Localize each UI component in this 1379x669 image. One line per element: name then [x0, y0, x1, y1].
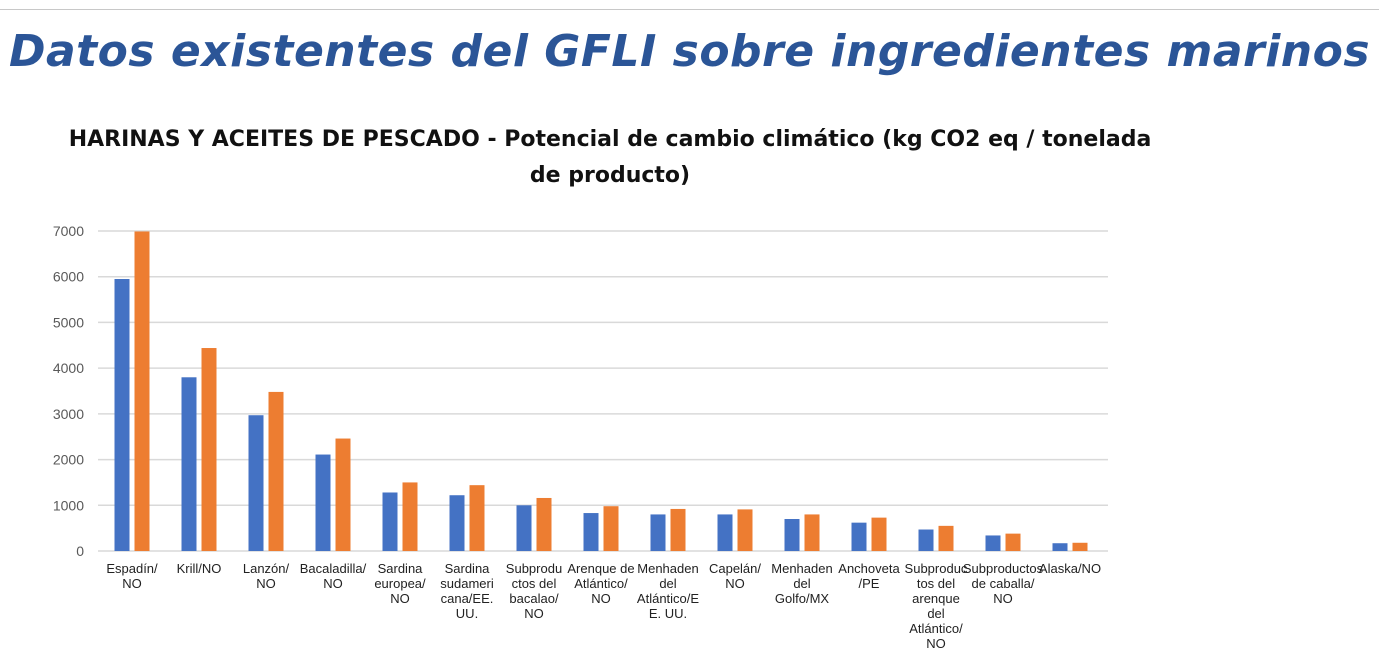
bar-series-1: [516, 505, 532, 551]
x-category-label: Capelán/NO: [709, 561, 761, 591]
bar-series-1: [717, 514, 733, 551]
y-tick-label: 7000: [53, 223, 84, 239]
bar-series-2: [1072, 542, 1088, 551]
bar-series-1: [1052, 543, 1068, 551]
slide-title: Datos existentes del GFLI sobre ingredie…: [8, 26, 1371, 77]
bar-series-1: [650, 514, 666, 551]
x-category-label: Subproduc tos del arenque del Atlántico/NO: [905, 561, 968, 651]
bar-series-1: [382, 492, 398, 551]
x-category-label: Espadín/NO: [106, 561, 158, 591]
top-divider: [0, 9, 1379, 10]
bar-series-2: [938, 525, 954, 551]
bar-series-1: [985, 535, 1001, 551]
bar-series-1: [181, 377, 197, 551]
x-category-label: Krill/NO: [177, 561, 222, 576]
bar-series-1: [784, 519, 800, 551]
y-tick-label: 6000: [53, 269, 84, 285]
bar-series-1: [449, 495, 465, 551]
x-category-label: Lanzón/NO: [243, 561, 290, 591]
bar-series-2: [1005, 533, 1021, 551]
x-category-label: Alaska/NO: [1039, 561, 1101, 576]
bar-series-2: [201, 348, 217, 551]
x-category-label: Sardina europea/NO: [374, 561, 426, 606]
x-category-label: Sardina sudameri cana/EE. UU.: [440, 561, 494, 621]
x-category-label: Anchoveta/PE: [838, 561, 900, 591]
y-tick-label: 0: [76, 543, 84, 559]
chart-title-line-1: HARINAS Y ACEITES DE PESCADO - Potencial…: [68, 127, 1152, 152]
y-tick-label: 1000: [53, 497, 84, 513]
bar-series-2: [871, 517, 887, 551]
chart-title-line-2: de producto): [529, 163, 691, 188]
bar-series-1: [248, 415, 264, 551]
bar-series-2: [804, 514, 820, 551]
bar-series-2: [536, 497, 552, 551]
bar-series-2: [737, 509, 753, 551]
y-tick-label: 2000: [53, 452, 84, 468]
bar-series-2: [134, 231, 150, 551]
x-category-label: Menhaden del Golfo/MX: [771, 561, 832, 606]
bar-series-2: [402, 482, 418, 551]
bar-series-2: [335, 438, 351, 551]
x-category-label: Subprodu ctos del bacalao/NO: [506, 561, 562, 621]
bar-series-2: [268, 391, 284, 551]
bar-series-2: [469, 485, 485, 551]
y-tick-label: 3000: [53, 406, 84, 422]
x-category-label: Bacaladilla/NO: [300, 561, 367, 591]
x-category-label: Arenque de Atlántico/NO: [567, 561, 634, 606]
y-tick-label: 5000: [53, 314, 84, 330]
chart-title: HARINAS Y ACEITES DE PESCADO - Potencial…: [30, 122, 1190, 194]
y-tick-label: 4000: [53, 360, 84, 376]
bar-series-1: [851, 522, 867, 551]
bar-series-1: [315, 454, 331, 551]
bar-series-1: [583, 513, 599, 551]
bar-series-1: [114, 279, 130, 551]
x-category-label: Subproductos de caballa/NO: [963, 561, 1044, 606]
bar-series-1: [918, 529, 934, 551]
x-category-label: Menhaden del Atlántico/E E. UU.: [637, 561, 699, 621]
bar-series-2: [603, 506, 619, 551]
bar-series-2: [670, 508, 686, 551]
